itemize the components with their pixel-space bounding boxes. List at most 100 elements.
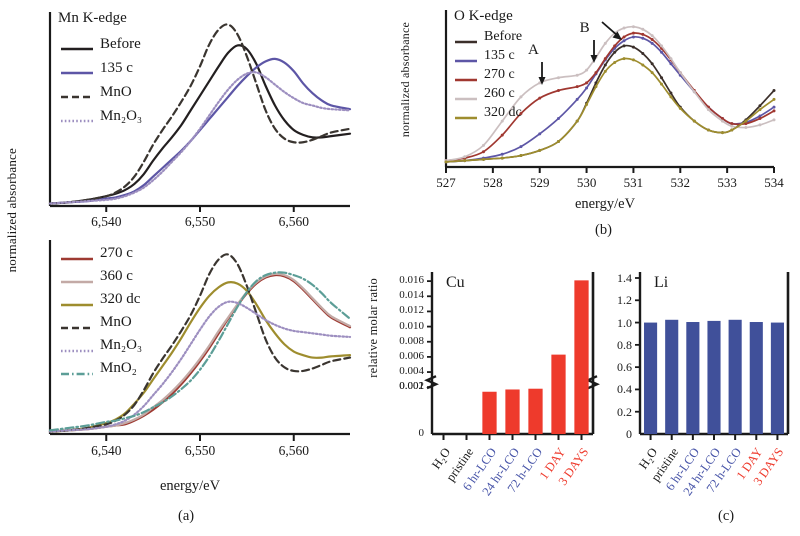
cu-bar-bar-3[interactable] [505,389,520,434]
legend-label: 320 dc [484,104,522,120]
mn-bottom-series-360-c [48,272,352,433]
mn-top-series-mno [48,23,352,205]
li-bar-ytick-7: 1.4 [617,271,632,285]
o-kedge-title: O K-edge [454,8,513,24]
mn-top-legend-item-1[interactable]: 135 c [60,56,142,80]
legend-label: MnO₂ [100,360,137,376]
cu-bar-ytick-6: 0.010 [399,319,424,332]
li-bar-ytick-2: 0.4 [617,382,632,397]
li-bar-bar-5[interactable] [749,322,763,434]
o-kedge-xtick-5: 532 [670,175,691,190]
mn-bottom-legend-item-1[interactable]: 360 c [60,265,142,288]
mn-top-legend-item-2[interactable]: MnO [60,80,142,104]
mn-top-xtick-1: 6,550 [184,214,216,229]
li-bar-ytick-4: 0.8 [617,337,632,352]
mn-bottom-series-mn2o3 [48,300,352,433]
li-bar-ytick-3: 0.6 [617,360,632,375]
mn-bottom-legend: 270 c 360 c 320 dc MnO Mn₂O₃ MnO₂ [60,242,142,380]
li-bar-ytick-6: 1.2 [617,293,632,308]
panel-b-x-axis-title: energy/eV [574,196,636,212]
panel-b-letter: (b) [595,222,612,238]
li-bar-svg [635,272,790,440]
li-bar-ytick-0: 0 [626,427,632,441]
mn-bottom-legend-item-0[interactable]: 270 c [60,242,142,265]
annotation-arrow-a [538,62,546,85]
legend-label: Before [100,35,141,52]
o-kedge-legend-item-1[interactable]: 135 c [454,46,522,65]
cu-bar-ytick-9: 0.016 [399,274,424,287]
li-bar-bar-0[interactable] [644,322,658,434]
mn-top-legend-item-3[interactable]: Mn₂O₃ [60,104,142,128]
panel-a-y-axis-label: normalized absorbance [4,148,19,273]
o-kedge-legend-item-0[interactable]: Before [454,27,522,46]
annotation-a: A [528,42,539,58]
o-kedge-xtick-4: 531 [623,175,644,190]
o-kedge-xtick-7: 534 [764,175,784,190]
mn-bottom-svg [48,240,352,441]
mn-bottom-xtick-1: 6,550 [184,443,216,458]
cu-bar-ytick-8: 0.014 [399,289,424,302]
li-bar-bar-1[interactable] [665,319,679,434]
legend-label: Mn₂O₃ [100,337,143,353]
panel-b-y-axis-label: normalized absorbance [398,22,412,138]
mn-bottom-legend-item-4[interactable]: Mn₂O₃ [60,334,142,357]
cu-bar-bar-4[interactable] [528,388,543,434]
legend-label: 135 c [100,59,133,76]
panel-c-y-axis-label: relative molar ratio [366,278,380,378]
legend-label: 320 dc [100,291,141,307]
mn-top-xtick-0: 6,540 [91,214,122,229]
legend-label: 270 c [484,66,515,82]
annotation-arrow-b-diagonal [601,21,622,40]
o-kedge-xtick-0: 527 [436,175,456,190]
li-bar-bar-2[interactable] [686,322,700,434]
mn-bottom-series-mno [48,253,352,433]
cu-bar-ytick-2: 0.002 [399,380,424,393]
o-kedge-svg [444,10,776,173]
legend-label: Mn₂O₃ [100,107,143,124]
mn-top-legend: Before 135 c MnO Mn₂O₃ [60,32,142,128]
mn-bottom-series-mno2 [48,271,352,432]
cu-bar-bar-6[interactable] [574,280,589,434]
o-kedge-xtick-2: 529 [529,175,550,190]
panel-c-cu-bar-chart: 0 0.001 0.002 0.004 0.006 0.008 0.010 0.012 0.01… [386,262,601,522]
legend-label: 260 c [484,85,515,101]
mn-bottom-legend-item-3[interactable]: MnO [60,311,142,334]
panel-c-letter: (c) [718,508,735,524]
li-bar-bar-3[interactable] [707,320,721,434]
mn-top-xtick-2: 6,560 [278,214,309,229]
o-kedge-xtick-3: 530 [576,175,597,190]
annotation-b: B [579,20,590,36]
mn-bottom-legend-item-5[interactable]: MnO₂ [60,357,142,380]
mn-bottom-legend-item-2[interactable]: 320 dc [60,288,142,311]
cu-bar-bar-2[interactable] [482,391,497,434]
cu-bar-ytick-5: 0.008 [399,334,424,347]
li-bar-title: Li [654,274,669,291]
cu-bar-ytick-0: 0 [418,427,425,439]
mn-top-series-mn2o3 [48,71,352,205]
panel-a-mn-kedge-top: 6,540 6,550 6,560 Mn K-edge Before 135 c MnO Mn… [36,8,356,229]
cu-bar-bar-5[interactable] [551,354,566,434]
o-kedge-legend-item-2[interactable]: 270 c [454,65,522,84]
legend-label: 270 c [100,245,133,261]
o-kedge-legend-item-3[interactable]: 260 c [454,84,522,103]
mn-bottom-xtick-0: 6,540 [91,443,122,458]
mn-top-legend-item-0[interactable]: Before [60,32,142,56]
mn-bottom-series-320-dc [48,281,352,433]
legend-label: MnO [100,83,132,100]
cu-bar-ytick-4: 0.006 [399,349,424,362]
mn-top-series-135-c [48,57,352,205]
li-bar-bar-4[interactable] [728,319,742,434]
cu-bar-svg [424,272,600,440]
mn-bottom-xtick-2: 6,560 [278,443,309,458]
panel-a-mn-kedge-bottom: 6,540 6,550 6,560 270 c 360 c 320 dc MnO Mn₂O₃ M… [36,240,356,462]
panel-b-o-kedge: 527 528 529 530 531 532 533 534 O K-edge Before 13… [432,8,784,193]
o-kedge-legend: Before 135 c 270 c 260 c 320 dc [454,27,522,122]
o-kedge-xtick-1: 528 [483,175,503,190]
legend-label: 135 c [484,47,515,63]
o-kedge-legend-item-4[interactable]: 320 dc [454,103,522,122]
cu-bar-ytick-3: 0.004 [399,365,424,378]
mn-top-title: Mn K-edge [58,10,127,26]
mn-top-svg [48,12,352,212]
li-bar-bar-6[interactable] [770,322,784,434]
cu-bar-ytick-7: 0.012 [399,304,424,317]
